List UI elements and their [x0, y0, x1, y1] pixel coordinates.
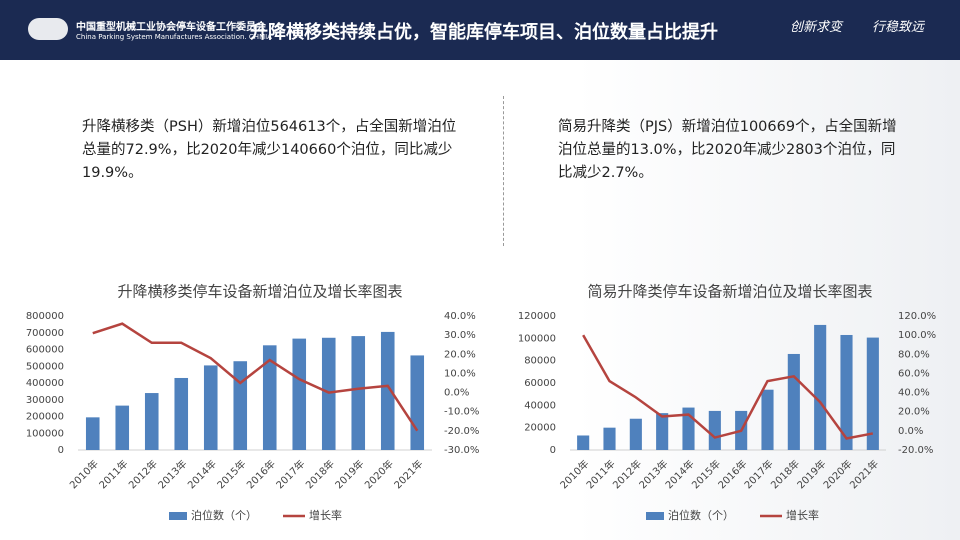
y2-tick-label: 60.0% [898, 368, 930, 379]
x-tick-label: 2010年 [67, 457, 101, 491]
y2-tick-label: 40.0% [898, 388, 930, 399]
x-tick-label: 2015年 [214, 457, 248, 491]
bar [203, 365, 218, 450]
y-tick-label: 300000 [26, 395, 64, 406]
y-tick-label: 0 [58, 445, 64, 456]
org-cn: 中国重型机械工业协会停车设备工作委员会 [76, 22, 266, 33]
y-tick-label: 400000 [26, 378, 64, 389]
y2-tick-label: 20.0% [444, 349, 476, 360]
legend-label: 增长率 [309, 508, 342, 522]
y-tick-label: 100000 [518, 333, 556, 344]
slogan: 行稳致远 [872, 20, 925, 35]
y2-tick-label: 10.0% [444, 368, 476, 379]
bar [144, 393, 159, 450]
y2-tick-label: 120.0% [898, 311, 936, 322]
bar [292, 338, 307, 450]
x-tick-label: 2020年 [362, 457, 396, 491]
bar [410, 355, 425, 450]
x-tick-label: 2021年 [847, 457, 881, 491]
legend-label: 泊位数（个） [668, 508, 734, 522]
y-tick-label: 80000 [524, 356, 556, 367]
y-tick-label: 100000 [26, 428, 64, 439]
bar [351, 336, 366, 450]
bar [814, 324, 827, 450]
bar [708, 410, 721, 450]
slogan: 创新求变 [790, 20, 843, 35]
y2-tick-label: -30.0% [444, 445, 479, 456]
chart-title: 简易升降类停车设备新增泊位及增长率图表 [587, 283, 872, 301]
bar [233, 361, 248, 450]
org-en: China Parking System Manufactures Associ… [76, 33, 272, 41]
y2-tick-label: -10.0% [444, 407, 479, 418]
y-tick-label: 120000 [518, 311, 556, 322]
y-tick-label: 0 [550, 445, 556, 456]
chart-title: 升降横移类停车设备新增泊位及增长率图表 [117, 283, 402, 301]
line [582, 334, 874, 440]
y2-tick-label: 80.0% [898, 349, 930, 360]
bar [115, 405, 130, 450]
bar [840, 334, 853, 450]
x-tick-label: 2019年 [332, 457, 366, 491]
bar [656, 413, 669, 450]
y-tick-label: 600000 [26, 345, 64, 356]
bar [380, 331, 395, 450]
x-tick-label: 2017年 [273, 457, 307, 491]
x-tick-label: 2021年 [391, 457, 425, 491]
divider [503, 96, 504, 246]
y2-tick-label: 100.0% [898, 330, 936, 341]
x-tick-label: 2011年 [96, 457, 130, 491]
logo [28, 18, 68, 40]
y2-tick-label: 20.0% [898, 407, 930, 418]
bar [787, 353, 800, 450]
legend-swatch [169, 512, 187, 520]
bar [174, 377, 189, 450]
y-tick-label: 200000 [26, 412, 64, 423]
x-tick-label: 2018年 [303, 457, 337, 491]
x-tick-label: 2016年 [244, 457, 278, 491]
bar [262, 345, 277, 450]
bar [85, 417, 100, 450]
paragraph: 升降横移类（PSH）新增泊位564613个，占全国新增泊位总量的72.9%，比2… [82, 119, 457, 181]
x-tick-label: 2012年 [126, 457, 160, 491]
legend-label: 泊位数（个） [191, 508, 257, 522]
bar [866, 337, 879, 450]
y-tick-label: 700000 [26, 328, 64, 339]
bar [629, 418, 642, 450]
y2-tick-label: -20.0% [898, 445, 933, 456]
y2-tick-label: -20.0% [444, 426, 479, 437]
bar [577, 435, 590, 450]
header: 中国重型机械工业协会停车设备工作委员会 China Parking System… [0, 0, 960, 60]
y2-tick-label: 0.0% [444, 388, 469, 399]
bar [603, 427, 616, 450]
y-tick-label: 500000 [26, 361, 64, 372]
legend-swatch [646, 512, 664, 520]
bar [761, 389, 774, 450]
paragraph: 简易升降类（PJS）新增泊位100669个，占全国新增泊位总量的13.0%，比2… [558, 119, 897, 181]
title: 升降横移类持续占优，智能库停车项目、泊位数量占比提升 [250, 22, 718, 43]
y2-tick-label: 30.0% [444, 330, 476, 341]
x-tick-label: 2014年 [185, 457, 219, 491]
line [92, 322, 419, 432]
y2-tick-label: 0.0% [898, 426, 923, 437]
bar [321, 337, 336, 450]
legend-label: 增长率 [786, 508, 819, 522]
y2-tick-label: 40.0% [444, 311, 476, 322]
y-tick-label: 60000 [524, 378, 556, 389]
y-tick-label: 800000 [26, 311, 64, 322]
y-tick-label: 40000 [524, 400, 556, 411]
x-tick-label: 2013年 [155, 457, 189, 491]
y-tick-label: 20000 [524, 423, 556, 434]
